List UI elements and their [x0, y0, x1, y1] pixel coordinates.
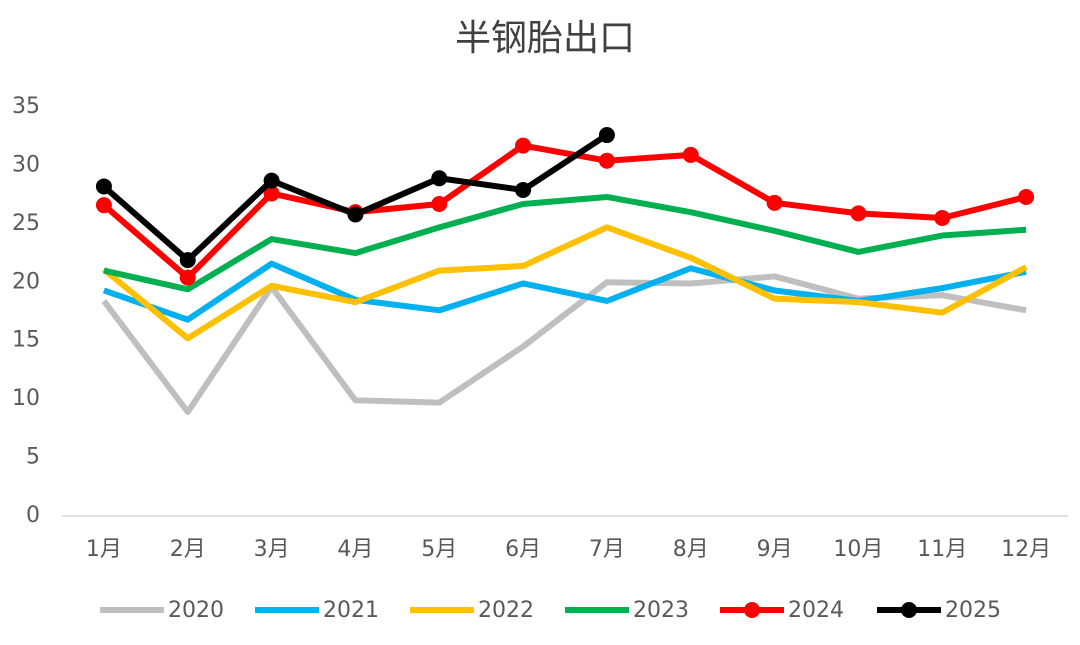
series-line: [101, 132, 609, 264]
series-marker: [850, 205, 867, 222]
y-tick-label: 5: [26, 445, 40, 470]
legend-label: 2020: [168, 598, 224, 623]
series-marker: [263, 185, 280, 202]
x-tick-label: 10月: [833, 537, 883, 562]
legend-label: 2024: [788, 598, 844, 623]
x-tick-label: 6月: [505, 537, 541, 562]
y-tick-label: 15: [12, 328, 40, 353]
series-marker: [431, 170, 448, 187]
legend-label: 2021: [323, 598, 379, 623]
y-tick-label: 0: [26, 503, 40, 528]
series-marker: [431, 195, 448, 212]
legend-label: 2023: [633, 598, 689, 623]
x-tick-label: 12月: [1001, 537, 1051, 562]
series-marker: [263, 172, 280, 189]
x-tick-label: 11月: [917, 537, 967, 562]
y-tick-label: 25: [12, 211, 40, 236]
series-marker: [179, 252, 196, 269]
series-marker: [179, 269, 196, 286]
legend-label: 2022: [478, 598, 534, 623]
y-tick-label: 10: [12, 386, 40, 411]
series-marker: [598, 152, 615, 169]
series-marker: [95, 197, 112, 214]
x-tick-label: 1月: [86, 537, 122, 562]
series-marker: [682, 146, 699, 163]
x-tick-label: 4月: [337, 537, 373, 562]
series-line: [103, 193, 1027, 293]
series-line: [101, 142, 1027, 281]
series-marker: [95, 178, 112, 195]
x-tick-label: 8月: [673, 537, 709, 562]
x-tick-label: 5月: [421, 537, 457, 562]
chart-title: 半钢胎出口: [455, 18, 635, 59]
legend-marker: [901, 602, 917, 618]
series-marker: [347, 206, 364, 223]
series-marker: [766, 194, 783, 211]
series-marker: [934, 210, 951, 227]
legend-marker: [744, 602, 760, 618]
x-tick-label: 7月: [589, 537, 625, 562]
series-line: [102, 224, 1028, 342]
series-marker: [515, 181, 532, 198]
y-tick-label: 20: [12, 269, 40, 294]
y-tick-label: 30: [12, 152, 40, 177]
series-marker: [1018, 188, 1035, 205]
series-marker: [598, 127, 615, 144]
legend-label: 2025: [945, 598, 1001, 623]
y-tick-label: 35: [12, 94, 40, 119]
x-tick-label: 9月: [757, 537, 793, 562]
series-line: [102, 260, 1027, 323]
x-tick-label: 3月: [254, 537, 290, 562]
x-tick-label: 2月: [170, 537, 206, 562]
series-marker: [515, 137, 532, 154]
